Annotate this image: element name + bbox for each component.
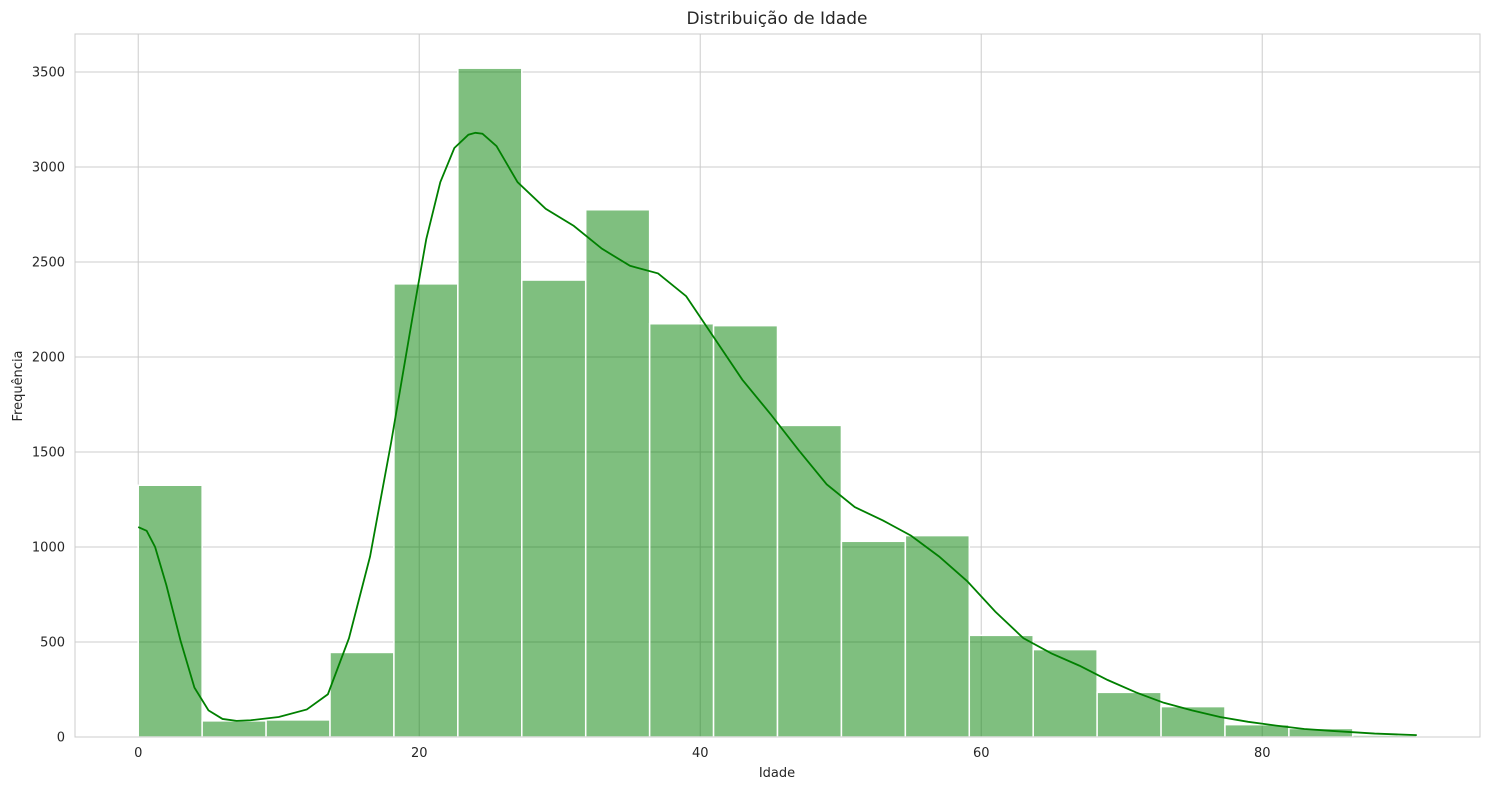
y-tick-label: 1000 <box>32 541 65 556</box>
y-tick-label: 0 <box>57 731 65 746</box>
y-tick-label: 1500 <box>32 446 65 461</box>
x-tick-label: 80 <box>1254 746 1271 761</box>
histogram-bars <box>137 67 1418 738</box>
histogram-bar <box>457 67 523 738</box>
histogram-bar <box>648 323 715 738</box>
x-tick-label: 40 <box>692 746 709 761</box>
histogram-bar <box>521 279 587 738</box>
kde-curve <box>137 131 1417 736</box>
histogram-bar <box>840 540 907 738</box>
histogram-bar <box>1032 648 1098 738</box>
y-tick-label: 500 <box>40 636 65 651</box>
y-axis-ticks: 0 500 1000 1500 2000 2500 3000 3500 <box>32 66 65 746</box>
plot-frame <box>74 33 1481 738</box>
histogram-bar <box>393 283 459 738</box>
x-tick-label: 60 <box>973 746 990 761</box>
y-tick-label: 2500 <box>32 256 65 271</box>
y-tick-label: 2000 <box>32 351 65 366</box>
chart-title: Distribuição de Idade <box>686 9 867 29</box>
histogram-bar <box>265 719 331 738</box>
histogram-bar <box>584 209 651 738</box>
histogram-bar <box>968 634 1034 738</box>
x-axis-label: Idade <box>759 766 795 781</box>
histogram-bar <box>137 484 203 738</box>
y-tick-label: 3500 <box>32 66 65 81</box>
x-axis-ticks: 0 20 40 60 80 <box>134 746 1270 761</box>
histogram-bar <box>904 534 971 738</box>
x-tick-label: 0 <box>134 746 142 761</box>
histogram-bar <box>776 424 843 738</box>
histogram-bar <box>712 324 779 738</box>
y-axis-label: Frequência <box>11 350 26 421</box>
x-tick-label: 20 <box>411 746 428 761</box>
y-tick-label: 3000 <box>32 161 65 176</box>
histogram-bar <box>1160 705 1226 738</box>
histogram-bar <box>201 720 267 738</box>
